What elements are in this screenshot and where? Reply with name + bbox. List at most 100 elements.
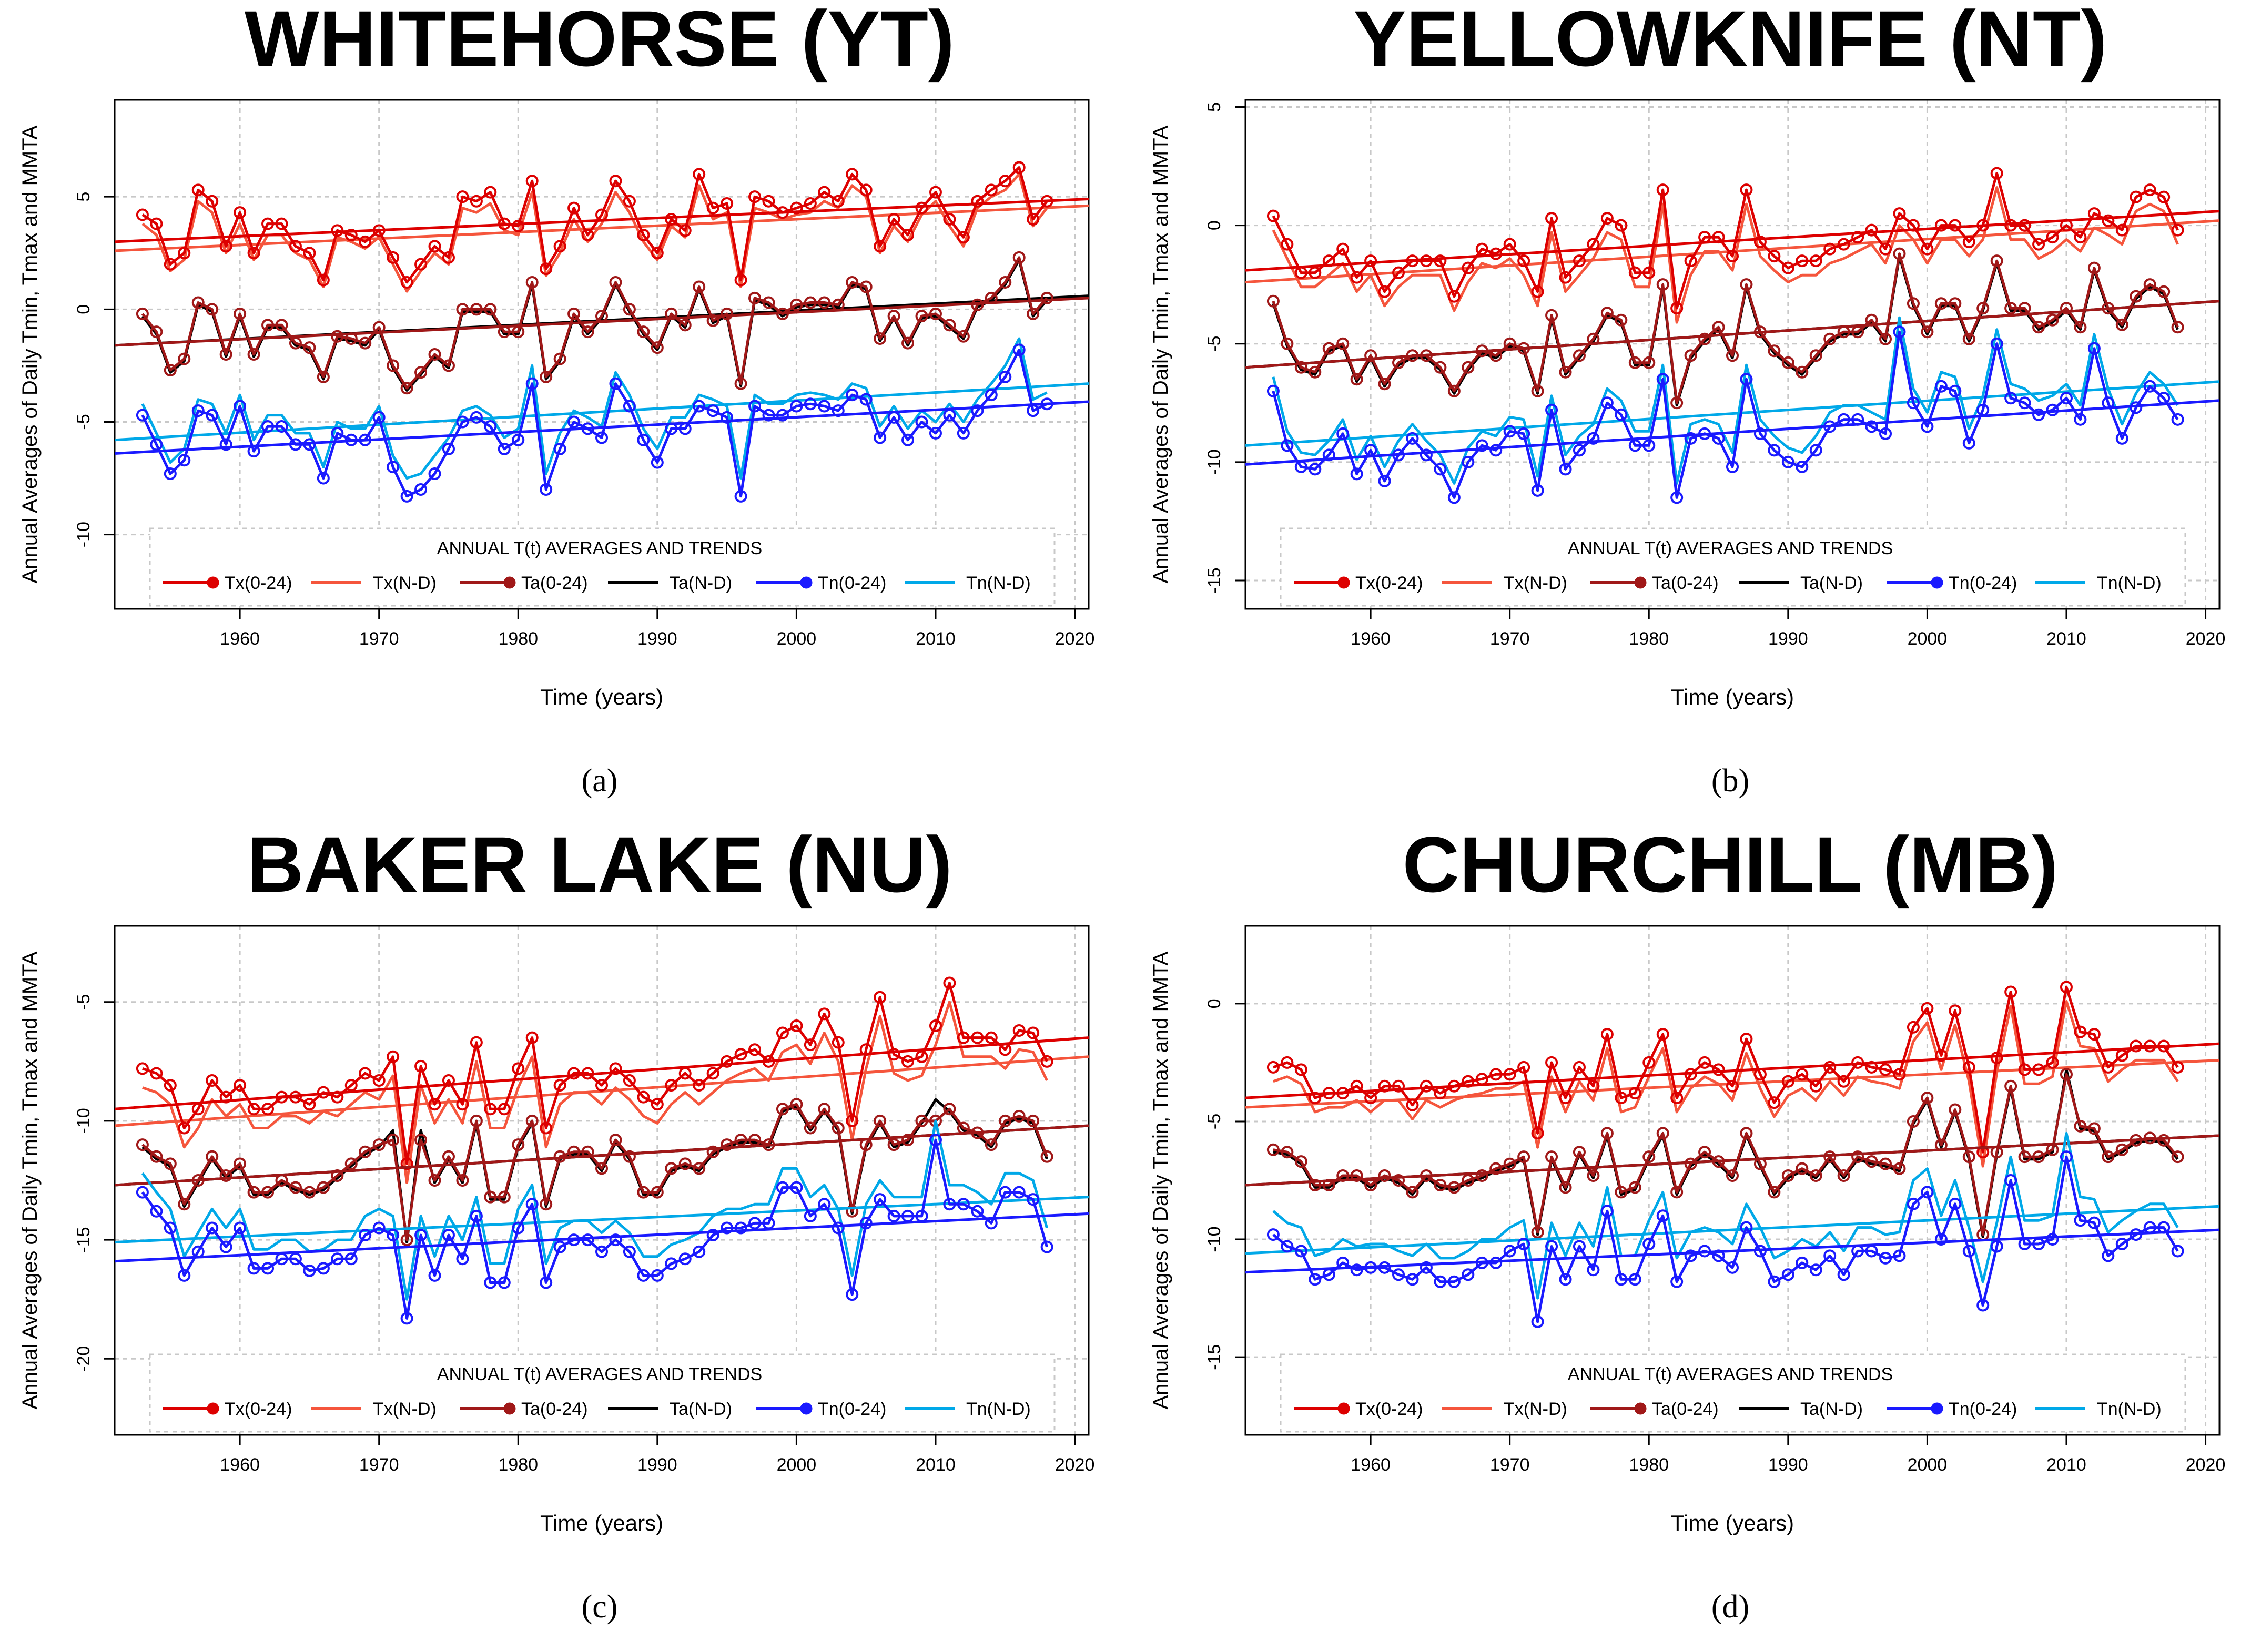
data-point	[136, 1186, 149, 1199]
trend-line	[1245, 1205, 2219, 1255]
data-point	[178, 1121, 191, 1135]
data-point	[609, 1233, 622, 1247]
data-point	[1462, 1075, 1475, 1088]
data-point	[1559, 271, 1572, 284]
data-point	[136, 409, 149, 422]
series-line	[1272, 1155, 2179, 1323]
series-line	[1272, 172, 2179, 310]
data-point	[414, 366, 428, 379]
data-point	[387, 461, 400, 474]
data-point	[1990, 337, 2003, 350]
data-point	[1698, 427, 1711, 440]
data-point	[150, 217, 163, 230]
data-point	[734, 1048, 747, 1061]
data-point	[1823, 420, 1837, 433]
data-point	[693, 1245, 706, 1258]
series-ta-0-24	[1245, 1068, 2219, 1241]
data-point	[2157, 392, 2171, 405]
data-point	[1447, 384, 1461, 397]
data-point	[1364, 254, 1377, 268]
data-point	[512, 1221, 525, 1235]
data-point	[1309, 1092, 1322, 1105]
data-point	[456, 303, 469, 316]
data-point	[832, 1221, 845, 1235]
data-point	[164, 258, 177, 271]
data-point	[540, 370, 553, 383]
legend-title: ANNUAL T(t) AVERAGES AND TRENDS	[437, 1364, 762, 1384]
data-point	[1531, 1226, 1544, 1239]
data-point	[1990, 1146, 2003, 1159]
data-point	[1309, 1178, 1322, 1191]
data-point	[1712, 231, 1725, 244]
y-tick-label: -15	[1204, 567, 1224, 593]
data-point	[150, 325, 163, 339]
data-point	[1628, 356, 1641, 369]
data-point	[1949, 297, 1962, 310]
data-point	[331, 224, 344, 237]
data-point	[540, 1198, 553, 1211]
data-point	[331, 1090, 344, 1104]
data-point	[1851, 1150, 1864, 1164]
data-point	[1949, 384, 1962, 397]
data-point	[1768, 344, 1781, 358]
data-point	[1837, 1075, 1850, 1088]
data-point	[428, 467, 441, 481]
data-point	[1796, 1068, 1809, 1081]
data-point	[595, 431, 608, 444]
data-point	[1726, 1079, 1739, 1093]
series-line	[141, 1119, 1048, 1301]
data-point	[748, 190, 762, 203]
data-point	[206, 303, 219, 316]
x-tick-label: 2000	[1908, 629, 1948, 649]
x-tick-label: 1960	[1351, 1455, 1391, 1475]
data-point	[2157, 285, 2171, 298]
data-point	[999, 1186, 1012, 1199]
legend-label: Ta(0-24)	[521, 573, 588, 593]
data-point	[1322, 1087, 1335, 1100]
series-line	[1272, 186, 2179, 324]
data-point	[999, 370, 1012, 383]
data-point	[2060, 302, 2073, 315]
data-point	[623, 400, 636, 413]
legend-item: Tn(0-24)	[756, 1399, 886, 1419]
data-point	[623, 1245, 636, 1258]
legend-box	[149, 527, 1056, 607]
data-point	[317, 370, 330, 383]
plot-data	[115, 976, 1089, 1325]
data-point	[929, 1019, 942, 1032]
series-line	[1272, 316, 2179, 485]
data-point	[2074, 1214, 2087, 1227]
data-point	[1837, 1268, 1850, 1281]
data-point	[331, 1169, 344, 1182]
data-point	[1475, 1073, 1488, 1086]
data-point	[206, 1150, 219, 1163]
data-point	[2157, 1134, 2171, 1147]
data-point	[372, 1221, 386, 1235]
data-point	[484, 1103, 497, 1116]
data-point	[1781, 356, 1794, 369]
data-point	[706, 314, 719, 327]
data-point	[595, 1162, 608, 1175]
data-point	[1600, 1127, 1614, 1140]
data-point	[206, 1074, 219, 1087]
data-point	[776, 409, 789, 422]
data-point	[1545, 1240, 1558, 1253]
data-point	[1040, 1055, 1053, 1068]
data-point	[191, 404, 205, 417]
data-point	[1615, 313, 1628, 327]
data-point	[1698, 231, 1711, 244]
data-point	[2032, 321, 2045, 334]
data-point	[887, 213, 900, 226]
legend-item: Tn(N-D)	[2035, 573, 2162, 593]
data-point	[1531, 384, 1544, 397]
data-point	[1027, 404, 1040, 417]
data-point	[1962, 1060, 1975, 1074]
legend-item: Ta(N-D)	[608, 1399, 732, 1419]
data-point	[2018, 396, 2031, 410]
data-point	[1434, 1087, 1447, 1100]
data-point	[901, 1209, 915, 1222]
data-point	[901, 1055, 915, 1068]
data-point	[1949, 1004, 1962, 1017]
legend-item: Ta(0-24)	[460, 1399, 588, 1419]
